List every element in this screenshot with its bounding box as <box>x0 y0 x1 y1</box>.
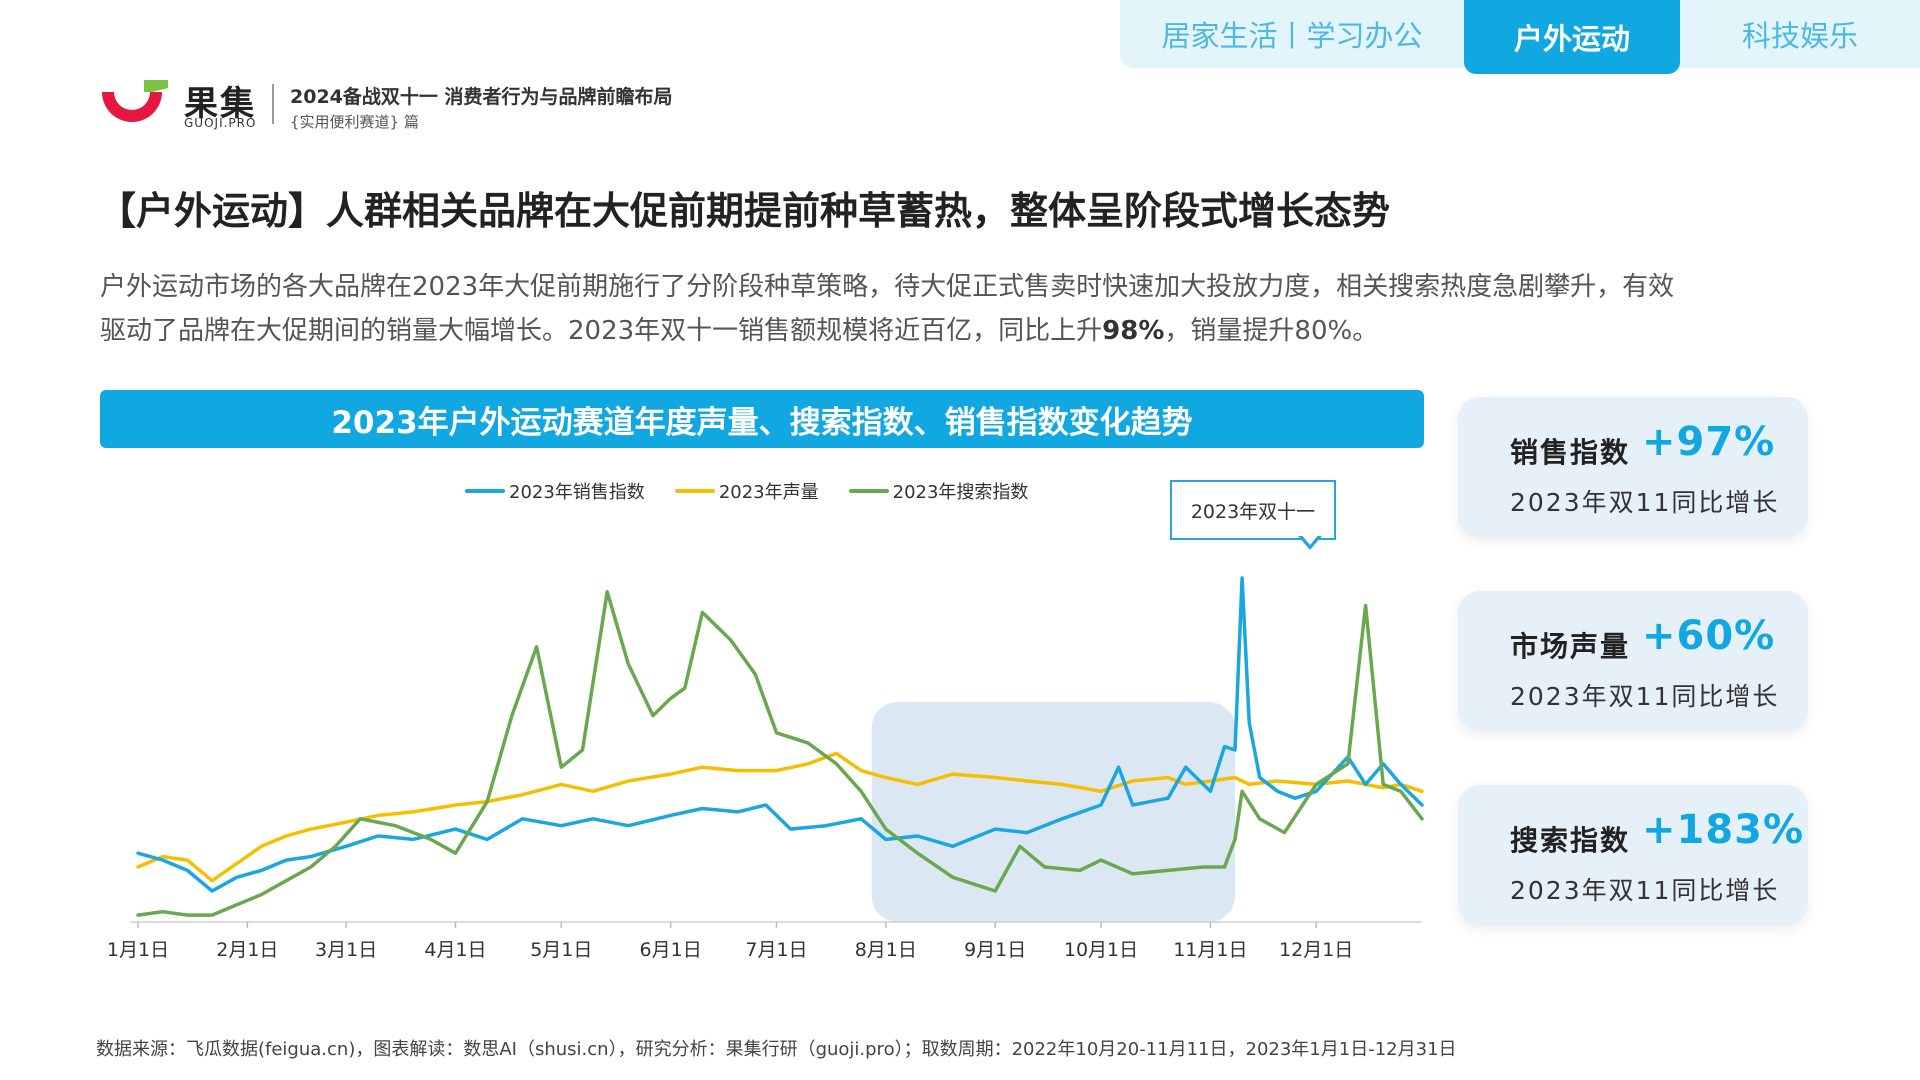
legend-swatch-sales <box>465 489 505 493</box>
body-line-2-bold: 98% <box>1102 316 1165 346</box>
tab-tech-entertainment[interactable]: 科技娱乐 <box>1741 19 1858 53</box>
header-divider <box>272 84 274 124</box>
legend-item-volume: 2023年声量 <box>674 478 819 504</box>
x-tick-label: 8月1日 <box>855 939 917 961</box>
kpi-label: 销售指数 <box>1510 436 1631 469</box>
x-tick-label: 12月1日 <box>1279 939 1353 961</box>
legend-item-sales: 2023年销售指数 <box>465 478 645 504</box>
tab-home-office[interactable]: 居家生活丨学习办公 <box>1161 19 1423 53</box>
x-tick-label: 5月1日 <box>530 939 592 961</box>
x-tick-label: 3月1日 <box>315 939 377 961</box>
brand-name: 果集 <box>184 84 256 124</box>
chart-legend: 2023年销售指数 2023年声量 2023年搜索指数 <box>465 478 1028 504</box>
kpi-label: 市场声量 <box>1510 630 1631 663</box>
legend-swatch-volume <box>674 489 715 493</box>
x-tick-label: 11月1日 <box>1173 939 1247 961</box>
category-tabs: 居家生活丨学习办公 户外运动 科技娱乐 <box>1120 0 1920 74</box>
x-tick-label: 1月1日 <box>107 939 169 961</box>
body-line-2-a: 驱动了品牌在大促期间的销量大幅增长。2023年双十一销售额规模将近百亿，同比上升 <box>100 316 1103 346</box>
double-eleven-callout: 2023年双十一 <box>1170 480 1336 540</box>
kpi-card-volume: 市场声量 +60% 2023年双11同比增长 <box>1458 591 1808 731</box>
legend-label-sales: 2023年销售指数 <box>509 482 645 503</box>
body-line-1: 户外运动市场的各大品牌在2023年大促前期施行了分阶段种草策略，待大促正式售卖时… <box>100 272 1675 302</box>
double-eleven-highlight-region <box>871 702 1236 922</box>
series-line-search <box>136 590 1424 917</box>
kpi-label: 搜索指数 <box>1510 824 1631 857</box>
legend-swatch-search <box>848 489 889 493</box>
kpi-card-sales: 销售指数 +97% 2023年双11同比增长 <box>1458 397 1808 537</box>
kpi-note: 2023年双11同比增长 <box>1510 876 1780 905</box>
kpi-card-search: 搜索指数 +183% 2023年双11同比增长 <box>1458 785 1808 925</box>
brand-domain: GUOJI.PRO <box>184 116 257 130</box>
x-tick-label: 6月1日 <box>640 939 702 961</box>
x-tick-label: 2月1日 <box>216 939 278 961</box>
report-subtitle: {实用便利赛道} 篇 <box>290 113 419 131</box>
kpi-value: +183% <box>1642 807 1805 853</box>
guoji-logo-icon <box>102 80 168 122</box>
tab-outdoor-sports[interactable]: 户外运动 <box>1464 0 1680 74</box>
kpi-note: 2023年双11同比增长 <box>1510 488 1780 517</box>
body-line-2-b: ，销量提升80%。 <box>1164 316 1379 346</box>
x-tick-label: 9月1日 <box>964 939 1026 961</box>
callout-pointer-inner <box>1300 533 1320 545</box>
page-headline: 【户外运动】人群相关品牌在大促前期提前种草蓄热，整体呈阶段式增长态势 <box>98 189 1391 233</box>
kpi-value: +97% <box>1642 419 1776 465</box>
data-source-footnote: 数据来源：飞瓜数据(feigua.cn)，图表解读：数思AI（shusi.cn）… <box>96 1039 1457 1060</box>
body-line-2: 驱动了品牌在大促期间的销量大幅增长。2023年双十一销售额规模将近百亿，同比上升… <box>100 309 1800 353</box>
chart-title-banner: 2023年户外运动赛道年度声量、搜索指数、销售指数变化趋势 <box>100 390 1424 448</box>
series-line-sales <box>136 576 1424 893</box>
x-tick-label: 10月1日 <box>1064 939 1138 961</box>
x-tick-label: 7月1日 <box>745 939 807 961</box>
report-title: 2024备战双十一 消费者行为与品牌前瞻布局 <box>290 86 673 108</box>
legend-label-volume: 2023年声量 <box>718 482 819 503</box>
x-tick-label: 4月1日 <box>424 939 486 961</box>
body-paragraph: 户外运动市场的各大品牌在2023年大促前期施行了分阶段种草策略，待大促正式售卖时… <box>100 265 1800 353</box>
kpi-value: +60% <box>1642 613 1776 659</box>
legend-label-search: 2023年搜索指数 <box>892 482 1029 503</box>
legend-item-search: 2023年搜索指数 <box>848 478 1029 504</box>
series-line-volume <box>136 751 1424 883</box>
kpi-note: 2023年双11同比增长 <box>1510 682 1780 711</box>
